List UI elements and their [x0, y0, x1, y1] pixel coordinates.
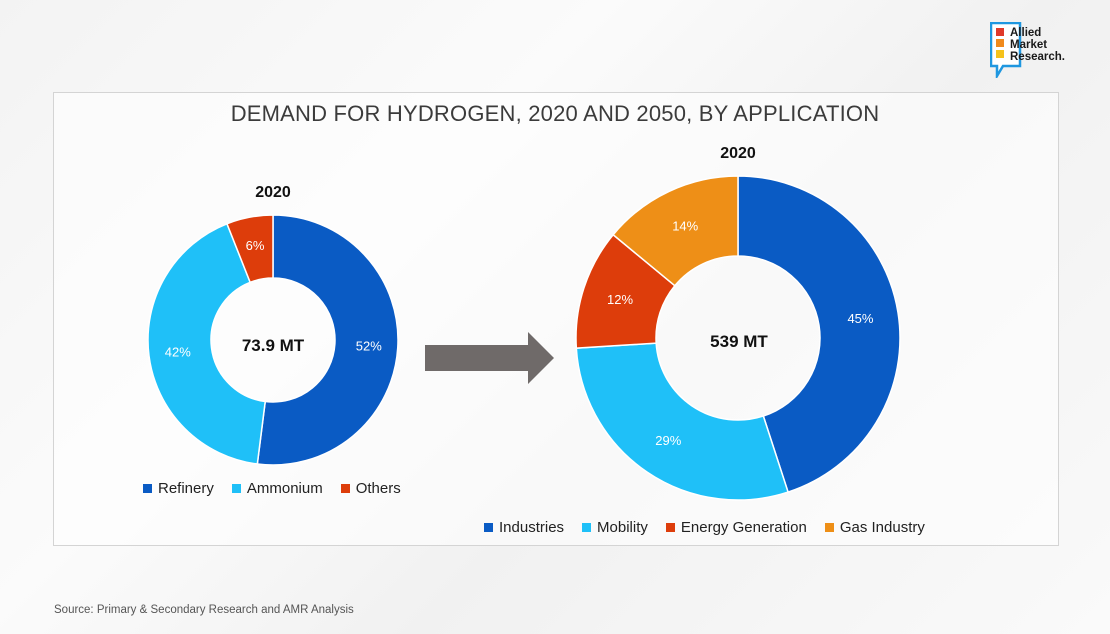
legend-label: Mobility — [597, 519, 648, 536]
legend-swatch — [231, 484, 241, 493]
legend-label: Ammonium — [246, 480, 323, 497]
slice-label-refinery: 52% — [356, 339, 382, 354]
chart-1-title: 2020 — [255, 184, 291, 201]
chart-2-legend: Industries Mobility Energy Generation Gas I… — [484, 519, 943, 536]
legend-item-mobility: Mobility — [582, 519, 648, 536]
right-arrow-icon — [425, 332, 554, 384]
legend-label: Refinery — [158, 480, 214, 497]
slice-industries — [737, 175, 901, 494]
slice-label-mobility: 29% — [655, 433, 681, 448]
chart-2-title: 2020 — [720, 145, 756, 162]
slice-ammonium — [147, 222, 267, 465]
amr-logo: Allied Market Research. — [990, 22, 1090, 78]
legend-swatch — [340, 484, 350, 493]
donut-chart-2020: 52% 42% 6% — [147, 214, 399, 466]
slice-label-ammonium: 42% — [165, 345, 191, 360]
legend-label: Energy Generation — [680, 519, 807, 536]
legend-item-ammonium: Ammonium — [231, 480, 323, 497]
slice-mobility — [575, 342, 790, 501]
legend-swatch — [824, 523, 834, 532]
slice-label-industries: 45% — [847, 311, 873, 326]
donut-chart-2050: 45% 29% 12% 14% — [575, 175, 901, 501]
legend-item-industries: Industries — [484, 519, 564, 536]
legend-label: Others — [355, 480, 401, 497]
slice-refinery — [256, 214, 399, 466]
legend-label: Gas Industry — [839, 519, 925, 536]
chart-2-center-label: 539 MT — [710, 332, 768, 351]
slice-label-energy-generation: 12% — [607, 292, 633, 307]
legend-item-refinery: Refinery — [143, 480, 214, 497]
legend-label: Industries — [499, 519, 565, 536]
legend-swatch — [582, 523, 592, 532]
legend-swatch — [484, 523, 493, 532]
slice-label-gas-industry: 14% — [672, 218, 698, 233]
chart-1-legend: Refinery Ammonium Others — [143, 480, 419, 497]
legend-item-energy-generation: Energy Generation — [665, 519, 807, 536]
legend-item-others: Others — [340, 480, 401, 497]
slice-label-others: 6% — [246, 238, 265, 253]
chart-1-center-label: 73.9 MT — [241, 336, 305, 355]
slice-gas-industry — [612, 175, 739, 287]
legend-swatch — [665, 523, 675, 532]
legend-item-gas-industry: Gas Industry — [824, 519, 925, 536]
page-title: DEMAND FOR HYDROGEN, 2020 AND 2050, BY A… — [230, 101, 880, 126]
logo-text: Allied Market Research. — [1010, 27, 1065, 63]
slice-others — [226, 214, 274, 284]
source-note: Source: Primary & Secondary Research and… — [54, 604, 354, 616]
logo-mark — [990, 22, 1022, 78]
legend-swatch — [143, 484, 152, 493]
